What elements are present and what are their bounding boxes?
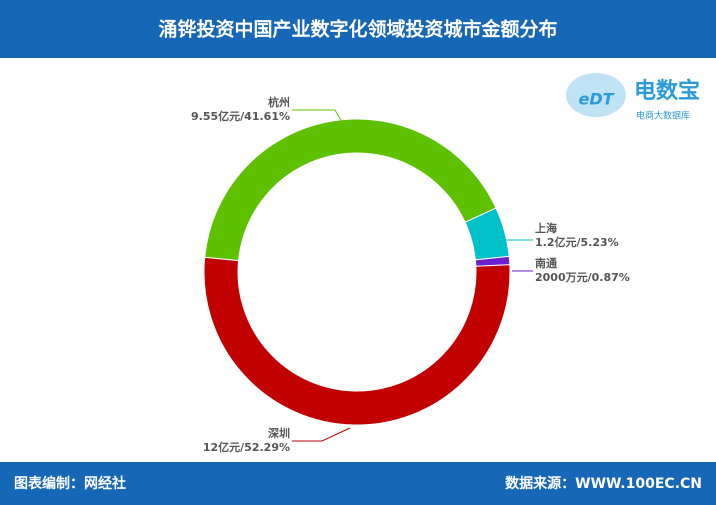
header-bar bbox=[0, 0, 716, 58]
slice-name: 杭州 bbox=[268, 95, 290, 109]
footer-right: 数据来源：WWW.100EC.CN bbox=[505, 475, 702, 492]
chart-title: 涌铧投资中国产业数字化领域投资城市金额分布 bbox=[158, 18, 557, 41]
slice-label: 1.2亿元/5.23% bbox=[535, 235, 619, 249]
slice-name: 上海 bbox=[535, 221, 557, 235]
slice-name: 南通 bbox=[535, 256, 557, 270]
logo-name: 电数宝 bbox=[634, 78, 700, 104]
leader-line bbox=[292, 109, 343, 123]
footer-left: 图表编制：网经社 bbox=[14, 475, 126, 492]
logo: eDT 电数宝 电商大数据库 bbox=[566, 73, 700, 122]
logo-mark: eDT bbox=[578, 90, 614, 109]
logo-tagline: 电商大数据库 bbox=[636, 110, 690, 122]
leader-line bbox=[292, 427, 351, 442]
logo-cloud bbox=[566, 73, 626, 117]
slice-label: 12亿元/52.29% bbox=[203, 440, 290, 454]
slice-label: 9.55亿元/41.61% bbox=[191, 109, 290, 123]
slice-label: 2000万元/0.87% bbox=[535, 271, 630, 284]
donut-segment bbox=[203, 256, 511, 426]
footer-bar bbox=[0, 462, 716, 505]
slice-name: 深圳 bbox=[268, 426, 290, 440]
